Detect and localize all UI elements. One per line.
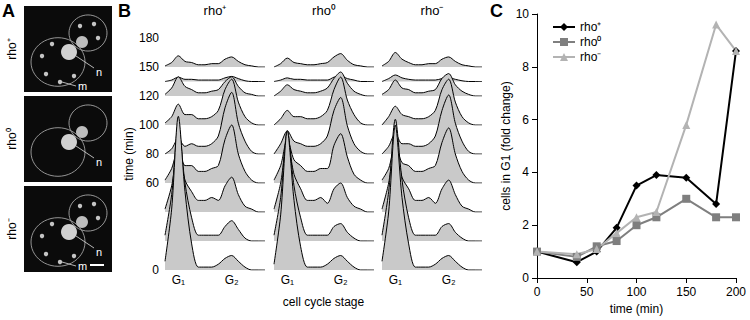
svg-text:m: m [78,260,87,272]
svg-text:A: A [2,1,15,21]
svg-text:cell cycle stage: cell cycle stage [283,295,365,309]
svg-text:8: 8 [522,60,529,74]
svg-text:50: 50 [580,285,594,299]
svg-text:100: 100 [139,118,159,132]
svg-text:m: m [78,80,87,92]
svg-text:rho⁰: rho⁰ [580,35,601,49]
svg-text:rho⁺: rho⁺ [204,3,227,18]
svg-text:n: n [96,66,102,78]
svg-text:time (min): time (min) [122,127,136,180]
svg-text:G₂: G₂ [334,273,348,287]
svg-text:150: 150 [676,285,696,299]
svg-text:G₁: G₁ [281,273,294,287]
svg-text:n: n [96,246,102,258]
svg-text:G₂: G₂ [225,273,239,287]
svg-text:rho⁻: rho⁻ [5,218,19,239]
svg-text:rho⁺: rho⁺ [5,38,19,59]
svg-text:4: 4 [522,165,529,179]
svg-text:rho⁻: rho⁻ [580,50,601,64]
svg-text:0: 0 [534,285,541,299]
svg-text:n: n [96,156,102,168]
svg-text:B: B [118,1,131,21]
svg-text:2: 2 [522,218,529,232]
svg-text:100: 100 [626,285,646,299]
svg-text:C: C [490,1,503,21]
svg-text:G₁: G₁ [172,273,185,287]
svg-text:10: 10 [516,7,530,21]
svg-text:rho⁺: rho⁺ [580,20,601,34]
svg-text:time (min): time (min) [610,302,663,316]
svg-text:G₂: G₂ [442,273,456,287]
svg-text:6: 6 [522,113,529,127]
svg-text:G₁: G₁ [389,273,402,287]
svg-text:rho⁻: rho⁻ [421,3,444,18]
svg-text:rho⁰: rho⁰ [312,3,336,18]
svg-text:60: 60 [146,176,160,190]
svg-text:0: 0 [152,263,159,277]
svg-text:180: 180 [139,31,159,45]
svg-text:0: 0 [522,271,529,285]
svg-text:80: 80 [146,147,160,161]
svg-text:200: 200 [726,285,746,299]
svg-text:150: 150 [139,60,159,74]
svg-text:rho⁰: rho⁰ [5,128,19,149]
svg-text:120: 120 [139,89,159,103]
svg-text:cells in G1 (fold change): cells in G1 (fold change) [499,81,513,210]
